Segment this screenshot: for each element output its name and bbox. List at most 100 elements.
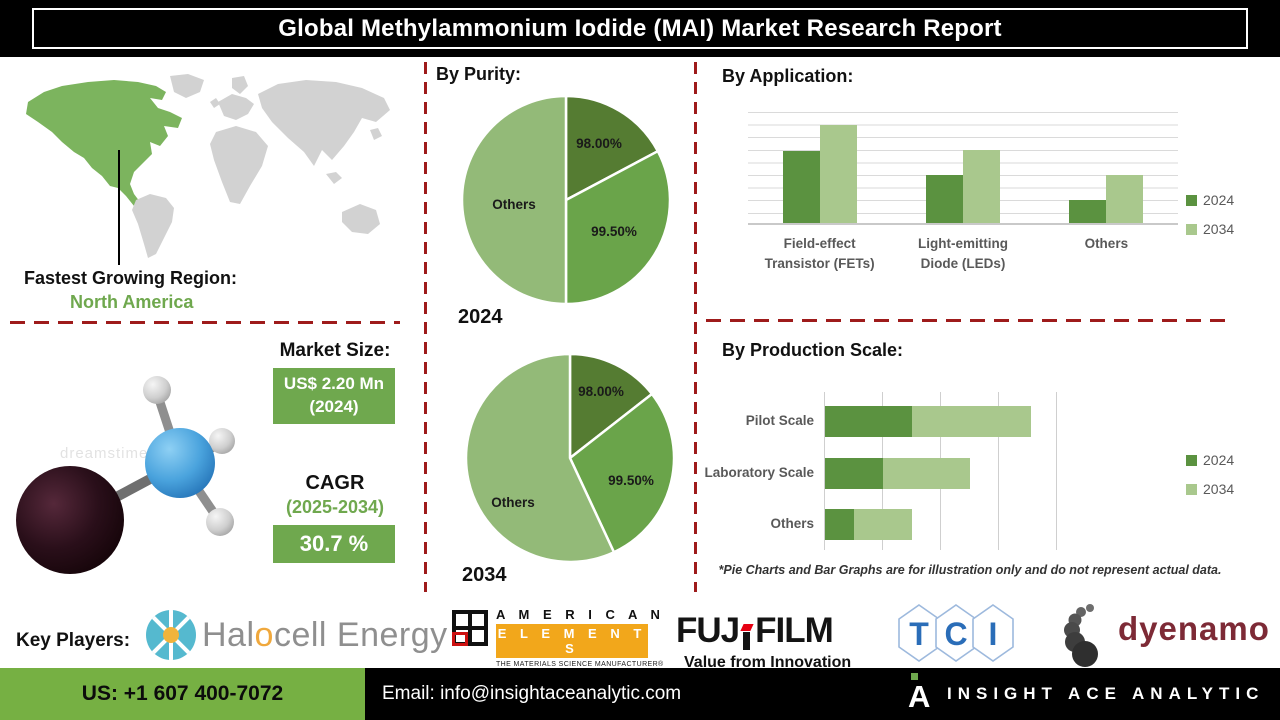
bar-2024-1 — [782, 150, 820, 223]
bar-chart-category-labels: Field-effect Transistor (FETs) Light-emi… — [748, 234, 1178, 273]
stacked-bar-row-3 — [825, 509, 912, 540]
stock-photo-watermark: dreamstime — [60, 445, 149, 462]
email-address: Email: info@insightaceanalytic.com — [382, 683, 682, 704]
title-bar: Global Methylammonium Iodide (MAI) Marke… — [0, 0, 1280, 57]
map-europe — [218, 94, 254, 120]
illustration-disclaimer: *Pie Charts and Bar Graphs are for illus… — [718, 563, 1222, 577]
map-asia — [258, 80, 390, 166]
logo-fujifilm: FUJ FILM Value from Innovation — [676, 611, 851, 672]
pie-year-label-2034: 2034 — [462, 564, 507, 586]
legend-item-2024: 2024 — [1186, 192, 1234, 208]
pie-slice-Others — [460, 94, 568, 306]
production-row-labels: Pilot Scale Laboratory Scale Others — [692, 392, 814, 550]
logo-halocell-energy: Halocell Energy — [146, 610, 448, 660]
fujifilm-i-icon — [740, 624, 754, 651]
american-elements-window-icon — [452, 610, 488, 646]
legend-by-production-scale: 2024 2034 — [1186, 452, 1234, 497]
bar-2034-1 — [819, 125, 857, 223]
cagr-label: CAGR — [305, 472, 365, 494]
dyenamo-spheres-icon — [1064, 604, 1098, 667]
title-border: Global Methylammonium Iodide (MAI) Marke… — [32, 8, 1248, 49]
bar-2034-2 — [962, 149, 1000, 223]
legend-item-2024: 2024 — [1186, 452, 1234, 468]
category-label-others: Others — [1084, 236, 1129, 251]
pie-year-label-2024: 2024 — [458, 306, 503, 328]
pie-slice-label: 98.00% — [578, 384, 624, 399]
map-greenland — [170, 74, 204, 98]
pie-slice-98.00% — [568, 352, 654, 461]
row-label-pilot-scale: Pilot Scale — [745, 413, 814, 428]
tci-letter-t: T — [909, 616, 929, 652]
legend-label-2024: 2024 — [1203, 452, 1235, 468]
map-japan — [370, 128, 382, 140]
fujifilm-tagline: Value from Innovation — [684, 654, 852, 671]
market-size-year: (2024) — [309, 397, 359, 416]
hydrogen-atom-bottom — [206, 508, 234, 536]
stacked-bar-row-1 — [825, 406, 1031, 437]
legend-label-2034: 2034 — [1203, 481, 1235, 497]
tci-letter-i: I — [989, 616, 998, 652]
american-elements-tagline: THE MATERIALS SCIENCE MANUFACTURER® — [496, 661, 664, 668]
nitrogen-atom — [145, 428, 215, 498]
bar-2024-3 — [1069, 199, 1107, 223]
row-label-laboratory-scale: Laboratory Scale — [704, 465, 814, 480]
pie-slice-Others — [464, 352, 616, 564]
logo-american-elements: A M E R I C A N E L E M E N T S THE MATE… — [452, 607, 665, 668]
segment-2034-3 — [854, 509, 912, 540]
pie-slice-label: 99.50% — [608, 473, 654, 488]
segment-2034-1 — [912, 406, 1031, 437]
legend-item-2034: 2034 — [1186, 221, 1234, 237]
cagr-period: (2025-2034) — [285, 497, 385, 517]
pie-slice-label: 98.00% — [576, 136, 622, 151]
category-label-fets: Field-effect Transistor (FETs) — [764, 236, 875, 271]
bar-group-3 — [1035, 112, 1178, 223]
american-elements-line1: A M E R I C A N — [496, 607, 665, 622]
map-africa — [210, 126, 268, 204]
halocell-globe-icon — [146, 610, 196, 660]
bar-2034-3 — [1106, 175, 1144, 223]
page-title: Global Methylammonium Iodide (MAI) Marke… — [278, 14, 1002, 42]
phone-number: US: +1 607 400-7072 — [81, 682, 284, 705]
footer-bar: US: +1 607 400-7072 Email: info@insighta… — [0, 668, 1280, 720]
map-uk — [210, 98, 220, 108]
insight-ace-analytic-logo: A INSIGHT ACE ANALYTIC — [908, 668, 1264, 720]
legend-swatch-2034 — [1186, 223, 1197, 235]
american-elements-wordmark: A M E R I C A N E L E M E N T S THE MATE… — [496, 607, 665, 668]
pie-slice-98.00% — [564, 94, 660, 203]
bar-group-1 — [748, 112, 891, 223]
segment-2034-2 — [883, 458, 970, 489]
section-title-by-application: By Application: — [722, 66, 854, 86]
hydrogen-atom-right — [209, 428, 235, 454]
pie-slice-label: 99.50% — [591, 224, 637, 239]
market-size-value: US$ 2.20 Mn — [283, 374, 385, 394]
pie-slice-label: Others — [491, 495, 535, 510]
pie-chart-purity-2024: 98.00% 99.50% Others — [460, 94, 672, 306]
stacked-bar-row-2 — [825, 458, 970, 489]
segment-2024-2 — [825, 458, 883, 489]
market-size-label: Market Size: — [279, 340, 391, 361]
footer-phone-panel: US: +1 607 400-7072 — [0, 668, 365, 720]
market-size-value-box: US$ 2.20 Mn (2024) — [273, 368, 395, 424]
mai-molecule-illustration — [16, 376, 235, 574]
legend-item-2034: 2034 — [1186, 481, 1234, 497]
cagr-value-box: 30.7 % — [273, 525, 395, 563]
cagr-value: 30.7 % — [299, 531, 369, 556]
fastest-growing-region-value: North America — [70, 292, 194, 312]
map-north-america-highlighted — [26, 80, 182, 206]
logo-tci: T C I — [898, 604, 1014, 662]
section-title-by-production-scale: By Production Scale: — [722, 340, 904, 360]
segment-2024-1 — [825, 406, 912, 437]
pie-slice-label: Others — [492, 197, 536, 212]
section-title-by-purity: By Purity: — [436, 64, 522, 84]
bar-chart-by-application — [748, 112, 1178, 225]
legend-by-application: 2024 2034 — [1186, 192, 1234, 237]
map-australia — [342, 204, 380, 234]
bar-2024-2 — [925, 175, 963, 223]
divider-vertical-left — [424, 62, 427, 592]
logo-green-dot — [911, 673, 918, 680]
iodine-atom — [16, 466, 124, 574]
legend-swatch-2024 — [1186, 454, 1197, 466]
fastest-growing-region-heading: Fastest Growing Region: — [24, 268, 238, 288]
hydrogen-atom-top — [143, 376, 171, 404]
